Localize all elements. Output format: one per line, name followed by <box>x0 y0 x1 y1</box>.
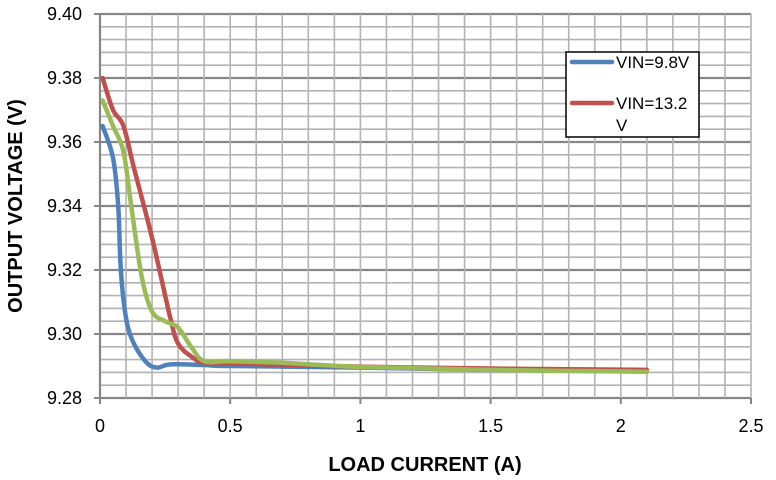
x-tick-label: 2.5 <box>738 416 763 436</box>
x-tick-label: 0.5 <box>218 416 243 436</box>
x-tick-label: 0 <box>95 416 105 436</box>
x-axis-title: LOAD CURRENT (A) <box>328 454 521 476</box>
series-line-1 <box>100 75 650 373</box>
y-tick-label: 9.32 <box>47 260 82 280</box>
series-line-2 <box>100 98 650 375</box>
x-tick-label: 1 <box>355 416 365 436</box>
y-tick-label: 9.34 <box>47 196 82 216</box>
y-tick-label: 9.40 <box>47 4 82 24</box>
y-tick-labels: 9.28 9.30 9.32 9.34 9.36 9.38 9.40 <box>47 4 82 408</box>
legend: VIN=9.8V VIN=13.2 V <box>565 51 700 138</box>
y-tick-label: 9.36 <box>47 132 82 152</box>
legend-label-vin-9.8: VIN=9.8V <box>616 53 690 72</box>
x-tick-label: 1.5 <box>478 416 503 436</box>
y-tick-label: 9.28 <box>47 388 82 408</box>
y-tick-label: 9.38 <box>47 68 82 88</box>
x-tick-labels: 0 0.5 1 1.5 2 2.5 <box>95 416 764 436</box>
y-tick-label: 9.30 <box>47 324 82 344</box>
legend-label-vin-13.2: VIN=13.2 V <box>616 94 687 135</box>
y-axis-title: OUTPUT VOLTAGE (V) <box>5 99 27 313</box>
legend-box <box>565 51 700 138</box>
series-lines <box>100 75 650 375</box>
x-tick-label: 2 <box>616 416 626 436</box>
